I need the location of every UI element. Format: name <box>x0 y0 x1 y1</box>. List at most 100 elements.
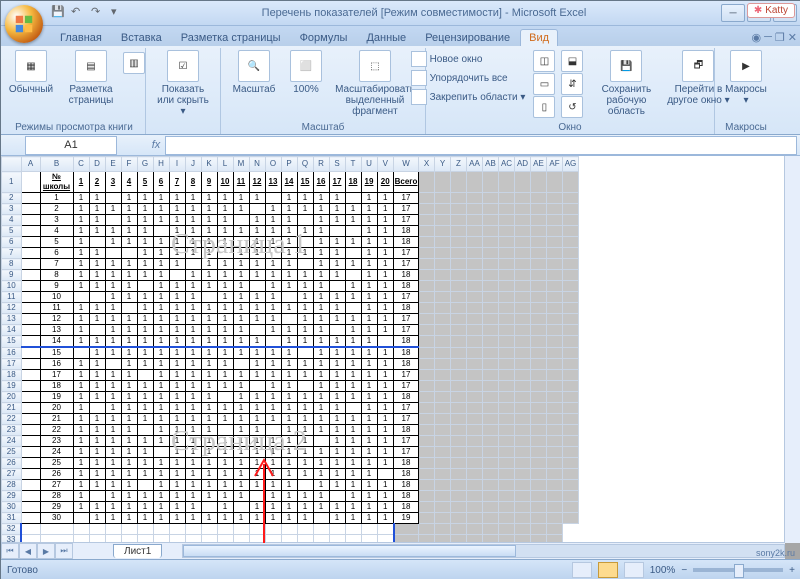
col-header[interactable]: R <box>313 157 329 172</box>
normal-view-icon[interactable] <box>572 562 592 578</box>
hide-button[interactable]: ▭ <box>533 73 555 95</box>
col-header[interactable]: C <box>73 157 89 172</box>
save-workspace-button[interactable]: 💾Сохранить рабочую область <box>591 50 661 117</box>
office-button[interactable] <box>5 5 43 43</box>
col-header[interactable]: F <box>121 157 137 172</box>
normal-view-button[interactable]: ▦Обычный <box>3 50 59 95</box>
window-title: Перечень показателей [Режим совместимост… <box>127 7 721 19</box>
horizontal-scroll-track[interactable] <box>182 544 785 558</box>
col-header[interactable]: X <box>419 157 435 172</box>
col-header[interactable]: B <box>40 157 73 172</box>
zoom-in-button[interactable]: + <box>789 565 795 576</box>
sheet-nav-next[interactable]: ▶ <box>37 543 55 559</box>
col-header[interactable]: V <box>377 157 394 172</box>
status-bar: Готово 100% − + <box>1 559 800 579</box>
sheet-nav-first[interactable]: ⏮ <box>1 543 19 559</box>
fx-icon[interactable]: fx <box>147 139 165 151</box>
col-header[interactable]: S <box>329 157 345 172</box>
col-header[interactable]: Q <box>297 157 313 172</box>
col-header[interactable]: H <box>153 157 169 172</box>
spreadsheet-grid[interactable]: ABCDEFGHIJKLMNOPQRSTUVWXYZAAABACADAEAFAG… <box>1 156 579 543</box>
zoom-level: 100% <box>650 565 676 576</box>
col-header[interactable]: G <box>137 157 153 172</box>
formula-input[interactable] <box>165 136 797 155</box>
view-side-button[interactable]: ⬓ <box>561 50 583 72</box>
zoom-100-button[interactable]: ⬜100% <box>286 50 326 95</box>
titlebar: 💾 ↶ ↷ ▾ Перечень показателей [Режим совм… <box>1 1 800 26</box>
col-header[interactable]: N <box>249 157 265 172</box>
col-header[interactable]: AF <box>547 157 563 172</box>
tab-Рецензирование[interactable]: Рецензирование <box>416 29 519 46</box>
col-header[interactable]: D <box>89 157 105 172</box>
zoom-button[interactable]: 🔍Масштаб <box>226 50 282 95</box>
col-header[interactable]: O <box>265 157 281 172</box>
col-header[interactable]: P <box>281 157 297 172</box>
page-break-view-icon[interactable] <box>598 562 618 578</box>
worksheet-area: ABCDEFGHIJKLMNOPQRSTUVWXYZAAABACADAEAFAG… <box>1 156 800 559</box>
ribbon: ▦Обычный ▤Разметка страницы ▥ Режимы про… <box>1 46 800 135</box>
new-window-button[interactable]: Новое окно <box>409 50 485 68</box>
zoom-out-button[interactable]: − <box>681 565 687 576</box>
col-header[interactable]: A <box>21 157 40 172</box>
tab-Данные[interactable]: Данные <box>357 29 415 46</box>
col-header[interactable]: J <box>185 157 201 172</box>
vertical-scrollbar[interactable] <box>784 156 800 543</box>
status-text: Готово <box>7 565 38 576</box>
horizontal-scrollbar[interactable]: ⏮ ◀ ▶ ⏭ Лист1 <box>1 542 785 559</box>
col-header[interactable]: AG <box>563 157 579 172</box>
annotation-arrow <box>249 456 279 543</box>
unhide-button[interactable]: ▯ <box>533 96 555 118</box>
col-header[interactable]: I <box>169 157 185 172</box>
split-button[interactable]: ◫ <box>533 50 555 72</box>
sheet-tab[interactable]: Лист1 <box>113 544 162 558</box>
col-header[interactable]: M <box>233 157 249 172</box>
col-header[interactable]: L <box>217 157 233 172</box>
col-header[interactable]: W <box>394 157 419 172</box>
col-header[interactable]: AB <box>483 157 499 172</box>
zoom-selection-button[interactable]: ⬚Масштабировать выделенный фрагмент <box>330 50 420 117</box>
sheet-nav-prev[interactable]: ◀ <box>19 543 37 559</box>
page-layout-button[interactable]: ▤Разметка страницы <box>63 50 119 106</box>
col-header[interactable]: AC <box>499 157 515 172</box>
doc-max-button[interactable]: ❐ <box>775 31 785 44</box>
page-break-preview-button[interactable]: ▥ <box>123 52 145 74</box>
col-header[interactable]: AD <box>515 157 531 172</box>
sheet-nav: ⏮ ◀ ▶ ⏭ <box>1 543 73 559</box>
sheet-nav-last[interactable]: ⏭ <box>55 543 73 559</box>
undo-icon[interactable]: ↶ <box>71 5 87 21</box>
qat-more-icon[interactable]: ▾ <box>111 5 127 21</box>
formula-bar: A1 fx <box>1 135 800 156</box>
freeze-panes-button[interactable]: Закрепить области ▾ <box>409 88 528 106</box>
col-header[interactable]: E <box>105 157 121 172</box>
col-header[interactable]: Z <box>451 157 467 172</box>
col-header[interactable]: AA <box>467 157 483 172</box>
quick-access-toolbar: 💾 ↶ ↷ ▾ <box>51 5 127 21</box>
tab-Вставка[interactable]: Вставка <box>112 29 171 46</box>
tab-Разметка страницы[interactable]: Разметка страницы <box>172 29 290 46</box>
redo-icon[interactable]: ↷ <box>91 5 107 21</box>
reset-pos-button[interactable]: ↺ <box>561 96 583 118</box>
col-header[interactable]: K <box>201 157 217 172</box>
tab-Формулы[interactable]: Формулы <box>291 29 357 46</box>
col-header[interactable]: AE <box>531 157 547 172</box>
col-header[interactable]: U <box>361 157 377 172</box>
page-layout-view-icon[interactable] <box>624 562 644 578</box>
macros-button[interactable]: ▶Макросы ▾ <box>722 50 770 106</box>
col-header[interactable]: T <box>345 157 361 172</box>
arrange-all-button[interactable]: Упорядочить все <box>409 69 510 87</box>
name-box[interactable]: A1 <box>25 136 117 155</box>
save-icon[interactable]: 💾 <box>51 5 67 21</box>
tab-Главная[interactable]: Главная <box>51 29 111 46</box>
tab-Вид[interactable]: Вид <box>520 29 558 46</box>
katty-badge: Katty <box>747 3 795 18</box>
footer-link: sony2k.ru <box>756 548 795 558</box>
col-header[interactable]: Y <box>435 157 451 172</box>
sync-scroll-button[interactable]: ⇵ <box>561 73 583 95</box>
zoom-slider[interactable] <box>693 568 783 572</box>
minimize-button[interactable]: ─ <box>721 4 745 22</box>
doc-close-button[interactable]: ✕ <box>788 31 797 44</box>
help-icon[interactable]: ◉ <box>752 31 762 44</box>
show-hide-button[interactable]: ☑Показать или скрыть ▾ <box>155 50 211 117</box>
doc-min-button[interactable]: ─ <box>764 31 772 44</box>
ribbon-tabs: ГлавнаяВставкаРазметка страницыФормулыДа… <box>1 26 800 46</box>
